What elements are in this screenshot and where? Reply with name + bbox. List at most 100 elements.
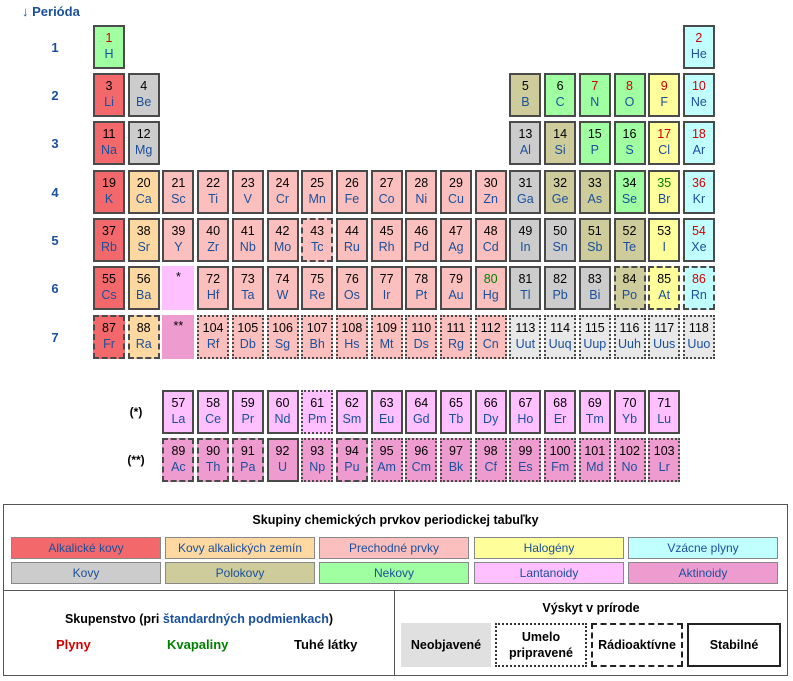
- element-cell-br[interactable]: 35 Br: [648, 170, 681, 214]
- element-cell-sb[interactable]: 51 Sb: [578, 218, 611, 262]
- element-cell-ta[interactable]: 73 Ta: [231, 266, 264, 310]
- element-cell-ge[interactable]: 32 Ge: [544, 170, 577, 214]
- element-cell-pa[interactable]: 91 Pa: [231, 438, 264, 482]
- element-cell-ir[interactable]: 77 Ir: [370, 266, 403, 310]
- element-cell-yb[interactable]: 70 Yb: [613, 390, 646, 434]
- element-cell-cs[interactable]: 55 Cs: [93, 266, 125, 310]
- element-cell-rg[interactable]: 111 Rg: [440, 315, 472, 359]
- element-cell-sr[interactable]: 38 Sr: [127, 218, 160, 262]
- element-cell-pu[interactable]: 94 Pu: [335, 438, 368, 482]
- element-cell-uut[interactable]: 113 Uut: [509, 315, 542, 359]
- standard-conditions-link[interactable]: štandardných podmienkach: [162, 612, 329, 626]
- element-cell-be[interactable]: 4 Be: [127, 73, 160, 117]
- element-cell-in[interactable]: 49 In: [509, 218, 542, 262]
- element-cell-am[interactable]: 95 Am: [370, 438, 403, 482]
- element-cell-uus[interactable]: 117 Uus: [648, 315, 681, 359]
- element-cell-ca[interactable]: 20 Ca: [127, 170, 160, 214]
- element-cell-cn[interactable]: 112 Cn: [474, 315, 507, 359]
- element-cell-xe[interactable]: 54 Xe: [682, 218, 715, 262]
- element-cell-ru[interactable]: 44 Ru: [335, 218, 368, 262]
- element-cell-sn[interactable]: 50 Sn: [544, 218, 577, 262]
- element-cell-uup[interactable]: 115 Uup: [578, 315, 611, 359]
- element-cell-p[interactable]: 15 P: [578, 121, 611, 165]
- element-cell-y[interactable]: 39 Y: [162, 218, 195, 262]
- element-cell-na[interactable]: 11 Na: [93, 121, 125, 165]
- element-cell-sm[interactable]: 62 Sm: [335, 390, 368, 434]
- element-cell-ds[interactable]: 110 Ds: [405, 315, 438, 359]
- element-cell-lr[interactable]: 103 Lr: [648, 438, 681, 482]
- element-cell-re[interactable]: 75 Re: [301, 266, 334, 310]
- element-cell-u[interactable]: 92 U: [266, 438, 299, 482]
- element-cell-ba[interactable]: 56 Ba: [127, 266, 160, 310]
- element-cell-rf[interactable]: 104 Rf: [197, 315, 230, 359]
- element-cell-th[interactable]: 90 Th: [197, 438, 230, 482]
- element-cell-li[interactable]: 3 Li: [93, 73, 125, 117]
- element-cell-cd[interactable]: 48 Cd: [474, 218, 507, 262]
- element-cell-os[interactable]: 76 Os: [335, 266, 368, 310]
- element-cell-fr[interactable]: 87 Fr: [93, 315, 125, 359]
- element-cell-fe[interactable]: 26 Fe: [335, 170, 368, 214]
- element-cell-db[interactable]: 105 Db: [231, 315, 264, 359]
- element-cell-sg[interactable]: 106 Sg: [266, 315, 299, 359]
- element-cell-kr[interactable]: 36 Kr: [682, 170, 715, 214]
- element-cell-nb[interactable]: 41 Nb: [231, 218, 264, 262]
- element-cell-ce[interactable]: 58 Ce: [197, 390, 230, 434]
- element-cell-at[interactable]: 85 At: [648, 266, 681, 310]
- element-cell-ti[interactable]: 22 Ti: [197, 170, 230, 214]
- element-cell-ag[interactable]: 47 Ag: [440, 218, 472, 262]
- element-cell-zn[interactable]: 30 Zn: [474, 170, 507, 214]
- element-cell-nd[interactable]: 60 Nd: [266, 390, 299, 434]
- element-cell-mt[interactable]: 109 Mt: [370, 315, 403, 359]
- element-cell-cu[interactable]: 29 Cu: [440, 170, 472, 214]
- element-cell-ga[interactable]: 31 Ga: [509, 170, 542, 214]
- element-cell-no[interactable]: 102 No: [613, 438, 646, 482]
- element-cell-gd[interactable]: 64 Gd: [405, 390, 438, 434]
- element-cell-al[interactable]: 13 Al: [509, 121, 542, 165]
- element-cell-fm[interactable]: 100 Fm: [544, 438, 577, 482]
- element-cell-zr[interactable]: 40 Zr: [197, 218, 230, 262]
- element-cell-md[interactable]: 101 Md: [578, 438, 611, 482]
- element-cell-bi[interactable]: 83 Bi: [578, 266, 611, 310]
- element-cell-k[interactable]: 19 K: [93, 170, 125, 214]
- element-cell-hs[interactable]: 108 Hs: [335, 315, 368, 359]
- element-cell-mn[interactable]: 25 Mn: [301, 170, 334, 214]
- element-cell-cl[interactable]: 17 Cl: [648, 121, 681, 165]
- element-cell-co[interactable]: 27 Co: [370, 170, 403, 214]
- element-cell-pd[interactable]: 46 Pd: [405, 218, 438, 262]
- element-cell-uuo[interactable]: 118 Uuo: [682, 315, 715, 359]
- element-cell-se[interactable]: 34 Se: [613, 170, 646, 214]
- element-cell-pm[interactable]: 61 Pm: [301, 390, 334, 434]
- element-cell-ne[interactable]: 10 Ne: [682, 73, 715, 117]
- element-cell-si[interactable]: 14 Si: [544, 121, 577, 165]
- element-cell-ho[interactable]: 67 Ho: [509, 390, 542, 434]
- element-cell-au[interactable]: 79 Au: [440, 266, 472, 310]
- element-cell-rb[interactable]: 37 Rb: [93, 218, 125, 262]
- element-cell-ar[interactable]: 18 Ar: [682, 121, 715, 165]
- element-cell-sc[interactable]: 21 Sc: [162, 170, 195, 214]
- element-cell-pt[interactable]: 78 Pt: [405, 266, 438, 310]
- element-cell-pb[interactable]: 82 Pb: [544, 266, 577, 310]
- element-cell-po[interactable]: 84 Po: [613, 266, 646, 310]
- element-cell-as[interactable]: 33 As: [578, 170, 611, 214]
- element-cell-i[interactable]: 53 I: [648, 218, 681, 262]
- element-cell-cf[interactable]: 98 Cf: [474, 438, 507, 482]
- element-cell-eu[interactable]: 63 Eu: [370, 390, 403, 434]
- element-cell-cm[interactable]: 96 Cm: [405, 438, 438, 482]
- element-cell-hf[interactable]: 72 Hf: [197, 266, 230, 310]
- element-cell-ac[interactable]: 89 Ac: [162, 438, 195, 482]
- element-cell-tl[interactable]: 81 Tl: [509, 266, 542, 310]
- element-cell-w[interactable]: 74 W: [266, 266, 299, 310]
- element-cell-ni[interactable]: 28 Ni: [405, 170, 438, 214]
- element-cell-lu[interactable]: 71 Lu: [648, 390, 681, 434]
- element-cell-tb[interactable]: 65 Tb: [440, 390, 472, 434]
- element-cell-s[interactable]: 16 S: [613, 121, 646, 165]
- element-cell-he[interactable]: 2 He: [682, 25, 715, 69]
- element-cell-tm[interactable]: 69 Tm: [578, 390, 611, 434]
- element-cell-hg[interactable]: 80 Hg: [474, 266, 507, 310]
- element-cell-mo[interactable]: 42 Mo: [266, 218, 299, 262]
